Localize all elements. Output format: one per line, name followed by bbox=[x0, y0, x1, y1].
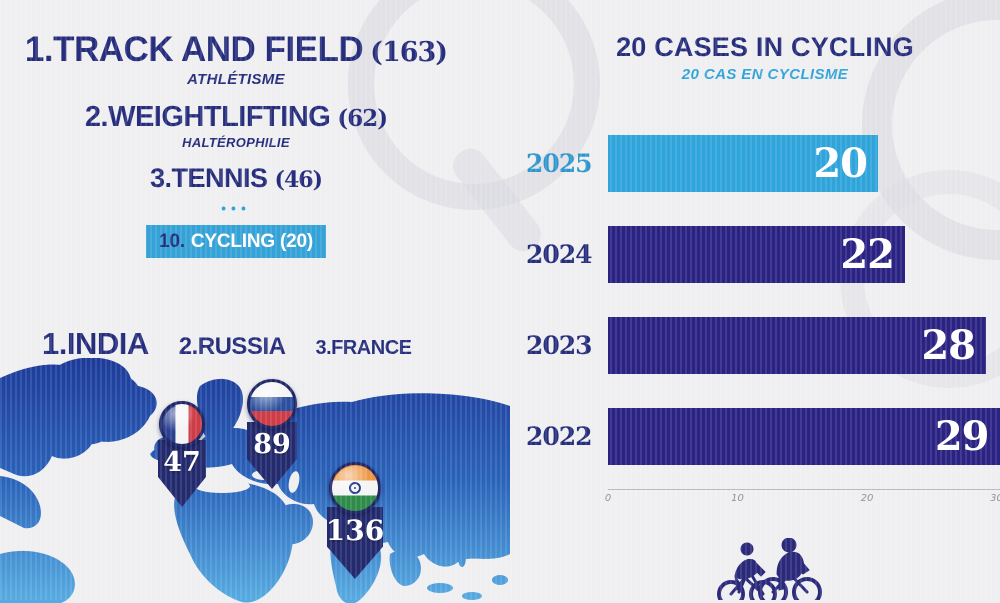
map-pin-france: 47 bbox=[158, 401, 206, 507]
sport-rank-2: 2.WEIGHTLIFTING (62) bbox=[0, 101, 472, 134]
x-axis-tick-label: 30 bbox=[990, 493, 1000, 504]
sport-subtitle-french: ATHLÉTISME bbox=[187, 71, 285, 88]
cycling-cases-bar-chart: 2025 20 2024 22 2023 28 2022 29 0102030 bbox=[520, 135, 1000, 535]
france-flag-icon bbox=[159, 401, 205, 447]
chart-title: 20 CASES IN CYCLING bbox=[616, 32, 914, 62]
sport-subtitle-french: HALTÉROPHILIE bbox=[182, 135, 290, 150]
sport-case-count: (46) bbox=[274, 167, 323, 193]
year-label: 2023 bbox=[526, 331, 593, 360]
country-name: FRANCE bbox=[331, 337, 412, 359]
sport-rank-3: 3.TENNIS (46) bbox=[0, 163, 472, 194]
sport-rank-1: 1.TRACK AND FIELD (163) bbox=[0, 30, 472, 70]
cycling-highlight-badge: 10. CYCLING (20) bbox=[146, 225, 326, 258]
chart-subtitle-french: 20 CAS EN CYCLISME bbox=[681, 66, 849, 83]
country-name: RUSSIA bbox=[197, 333, 286, 360]
sport-name: TRACK AND FIELD bbox=[53, 30, 364, 69]
chart-header: 20 CASES IN CYCLING 20 CAS EN CYCLISME bbox=[530, 32, 1000, 83]
india-flag-icon bbox=[329, 462, 381, 514]
bar-value: 20 bbox=[813, 140, 868, 187]
x-axis-tick-label: 10 bbox=[731, 493, 744, 504]
sports-ranking-list: 1.TRACK AND FIELD (163) ATHLÉTISME 2.WEIG… bbox=[0, 30, 472, 258]
bar-2025: 20 bbox=[608, 135, 878, 192]
russia-flag-icon bbox=[247, 379, 297, 429]
bar-2024: 22 bbox=[608, 226, 905, 283]
cycling-rank-number: 10. bbox=[159, 231, 185, 252]
india-case-count: 136 bbox=[325, 514, 385, 547]
pin-banner: 136 bbox=[327, 507, 383, 579]
country-rank-number: 3. bbox=[315, 337, 332, 359]
bar-value: 29 bbox=[934, 413, 990, 460]
bar-2022: 29 bbox=[608, 408, 1000, 465]
country-name: INDIA bbox=[66, 326, 149, 361]
cycling-label: CYCLING (20) bbox=[190, 231, 313, 252]
sport-rank-number: 2. bbox=[84, 101, 109, 133]
bar-row-2025: 2025 20 bbox=[520, 135, 1000, 192]
cyclists-silhouette-icon bbox=[717, 538, 822, 600]
bar-2023: 28 bbox=[608, 317, 986, 374]
year-label: 2025 bbox=[526, 149, 593, 178]
sport-case-count: (62) bbox=[337, 105, 388, 132]
india-chakra-icon bbox=[349, 482, 361, 494]
ellipsis-dots: ••• bbox=[221, 200, 251, 216]
year-label: 2024 bbox=[526, 240, 593, 269]
sport-case-count: (163) bbox=[370, 37, 448, 68]
sport-rank-number: 1. bbox=[24, 30, 54, 69]
country-ranking-list: 1.INDIA 2.RUSSIA 3.FRANCE bbox=[42, 326, 441, 362]
year-label: 2022 bbox=[526, 422, 593, 451]
pin-banner: 89 bbox=[247, 422, 297, 489]
country-rank-1: 1.INDIA bbox=[42, 326, 149, 362]
pin-banner: 47 bbox=[158, 440, 206, 507]
x-axis-tick-label: 20 bbox=[860, 493, 874, 504]
map-pin-russia: 89 bbox=[247, 379, 297, 489]
sport-name: WEIGHTLIFTING bbox=[108, 101, 331, 133]
country-rank-number: 2. bbox=[178, 333, 199, 360]
bar-value: 22 bbox=[840, 231, 895, 278]
country-rank-2: 2.RUSSIA bbox=[179, 333, 286, 361]
bar-row-2024: 2024 22 bbox=[520, 226, 1000, 283]
x-axis: 0 10 20 30 bbox=[605, 489, 1000, 504]
russia-case-count: 89 bbox=[253, 429, 291, 460]
country-rank-number: 1. bbox=[42, 326, 67, 361]
bar-row-2023: 2023 28 bbox=[520, 317, 1000, 374]
sport-rank-number: 3. bbox=[150, 163, 172, 193]
country-rank-3: 3.FRANCE bbox=[315, 337, 412, 360]
bar-value: 28 bbox=[921, 322, 976, 369]
bar-row-2022: 2022 29 bbox=[520, 408, 1000, 465]
sport-name: TENNIS bbox=[171, 163, 269, 193]
map-pin-india: 136 bbox=[327, 462, 383, 579]
x-axis-tick-label: 0 bbox=[604, 493, 612, 504]
france-case-count: 47 bbox=[163, 447, 201, 478]
